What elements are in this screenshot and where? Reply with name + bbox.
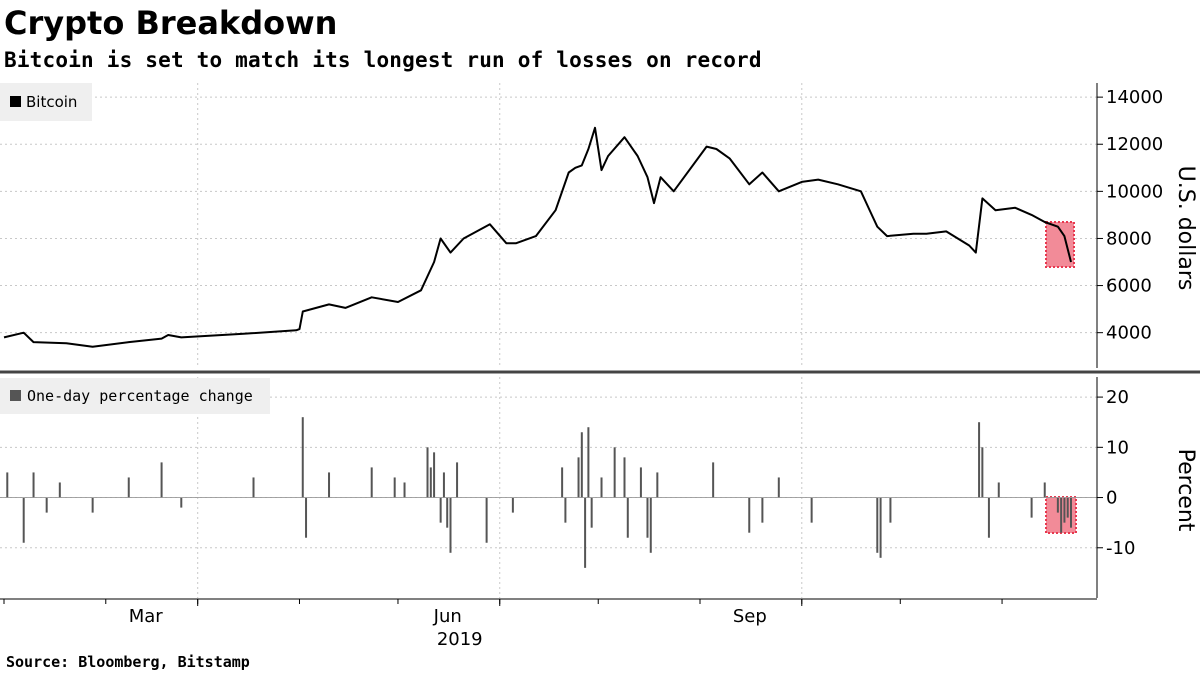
bar-mark	[1063, 497, 1066, 523]
bar-mark	[22, 497, 25, 543]
bar-mark	[1030, 497, 1033, 518]
legend-bitcoin-label: Bitcoin	[26, 93, 77, 111]
bar-mark	[252, 477, 255, 498]
chart-title: Crypto Breakdown	[4, 4, 338, 42]
bar-mark	[511, 497, 514, 513]
bar-mark	[370, 467, 373, 498]
bar-mark	[45, 497, 48, 513]
bar-mark	[997, 482, 1000, 498]
bar-mark	[978, 422, 981, 498]
legend-bitcoin-swatch	[10, 96, 21, 107]
grid-layer	[0, 83, 1097, 598]
bar-mark	[646, 497, 649, 538]
bar-mark	[442, 472, 445, 498]
bar-mark	[777, 477, 780, 498]
legend-pct-change-label: One-day percentage change	[27, 387, 253, 405]
bar-mark	[1060, 497, 1063, 533]
bar-mark	[429, 467, 432, 498]
chart-subtitle: Bitcoin is set to match its longest run …	[4, 48, 762, 72]
bar-mark	[305, 497, 308, 538]
bar-mark	[561, 467, 564, 498]
bar-mark	[623, 457, 626, 498]
bar-mark	[393, 477, 396, 498]
axis-layer: 4000 6000 8000 10000 12000 14000 -10 0 10 20 Mar Ju…	[0, 83, 1200, 650]
top-y-tick-label: 4000	[1106, 323, 1152, 344]
bar-mark	[433, 452, 436, 498]
legend-pct-change-swatch	[10, 390, 21, 401]
bottom-y-tick-label: 10	[1106, 437, 1129, 458]
top-y-tick-label: 8000	[1106, 228, 1152, 249]
bar-mark	[426, 447, 429, 498]
bar-mark	[439, 497, 442, 523]
bar-mark	[649, 497, 652, 553]
bar-mark	[91, 497, 94, 513]
bar-mark	[879, 497, 882, 558]
bar-mark	[180, 497, 183, 508]
top-y-tick-label: 10000	[1106, 181, 1163, 202]
bar-mark	[712, 462, 715, 498]
legend-pct-change: One-day percentage change	[0, 378, 270, 414]
bar-mark	[580, 432, 583, 498]
bitcoin-price-line	[3, 126, 1072, 348]
bar-mark	[446, 497, 449, 528]
bar-mark	[613, 447, 616, 498]
bar-mark	[403, 482, 406, 498]
top-y-tick-label: 14000	[1106, 87, 1163, 108]
bar-mark	[58, 482, 61, 498]
bar-mark	[485, 497, 488, 543]
bar-mark	[1056, 497, 1059, 513]
bar-mark	[600, 477, 603, 498]
line-series-layer	[3, 126, 1072, 348]
bar-mark	[626, 497, 629, 538]
bar-mark	[32, 472, 35, 498]
bar-mark	[328, 472, 331, 498]
bottom-y-tick-label: 0	[1106, 488, 1117, 509]
x-year-label: 2019	[437, 629, 483, 650]
bar-mark	[6, 472, 9, 498]
bar-mark	[590, 497, 593, 528]
bar-mark	[564, 497, 567, 523]
legend-pct-change-bg	[0, 378, 270, 414]
bar-mark	[1070, 497, 1072, 528]
bottom-y-tick-label: 20	[1106, 387, 1129, 408]
legend-bitcoin: Bitcoin	[0, 83, 92, 121]
bar-mark	[1043, 482, 1046, 498]
bar-mark	[456, 462, 459, 498]
bottom-y-tick-label: -10	[1106, 538, 1135, 559]
bar-mark	[587, 427, 590, 498]
top-y-tick-label: 6000	[1106, 276, 1152, 297]
bar-mark	[656, 472, 659, 498]
top-y-tick-label: 12000	[1106, 134, 1163, 155]
bar-mark	[987, 497, 990, 538]
bar-mark	[160, 462, 163, 498]
bar-mark	[449, 497, 452, 553]
x-tick-label: Sep	[733, 606, 767, 627]
highlight-layer	[1045, 221, 1077, 534]
bottom-axis-title: Percent	[1173, 449, 1198, 532]
bar-mark	[748, 497, 751, 533]
x-tick-label: Jun	[433, 606, 462, 627]
bar-mark	[127, 477, 130, 498]
bar-mark	[1066, 497, 1069, 518]
bar-series-layer	[0, 417, 1097, 568]
bar-mark	[761, 497, 764, 523]
bar-mark	[876, 497, 879, 553]
bar-mark	[639, 467, 642, 498]
bar-mark	[810, 497, 813, 523]
source-note: Source: Bloomberg, Bitstamp	[6, 653, 250, 671]
top-axis-title: U.S. dollars	[1173, 166, 1198, 291]
bar-mark	[981, 447, 984, 498]
bar-mark	[577, 457, 580, 498]
bar-mark	[889, 497, 892, 523]
bar-mark	[584, 497, 587, 568]
x-tick-label: Mar	[129, 606, 164, 627]
bar-mark	[301, 417, 304, 498]
